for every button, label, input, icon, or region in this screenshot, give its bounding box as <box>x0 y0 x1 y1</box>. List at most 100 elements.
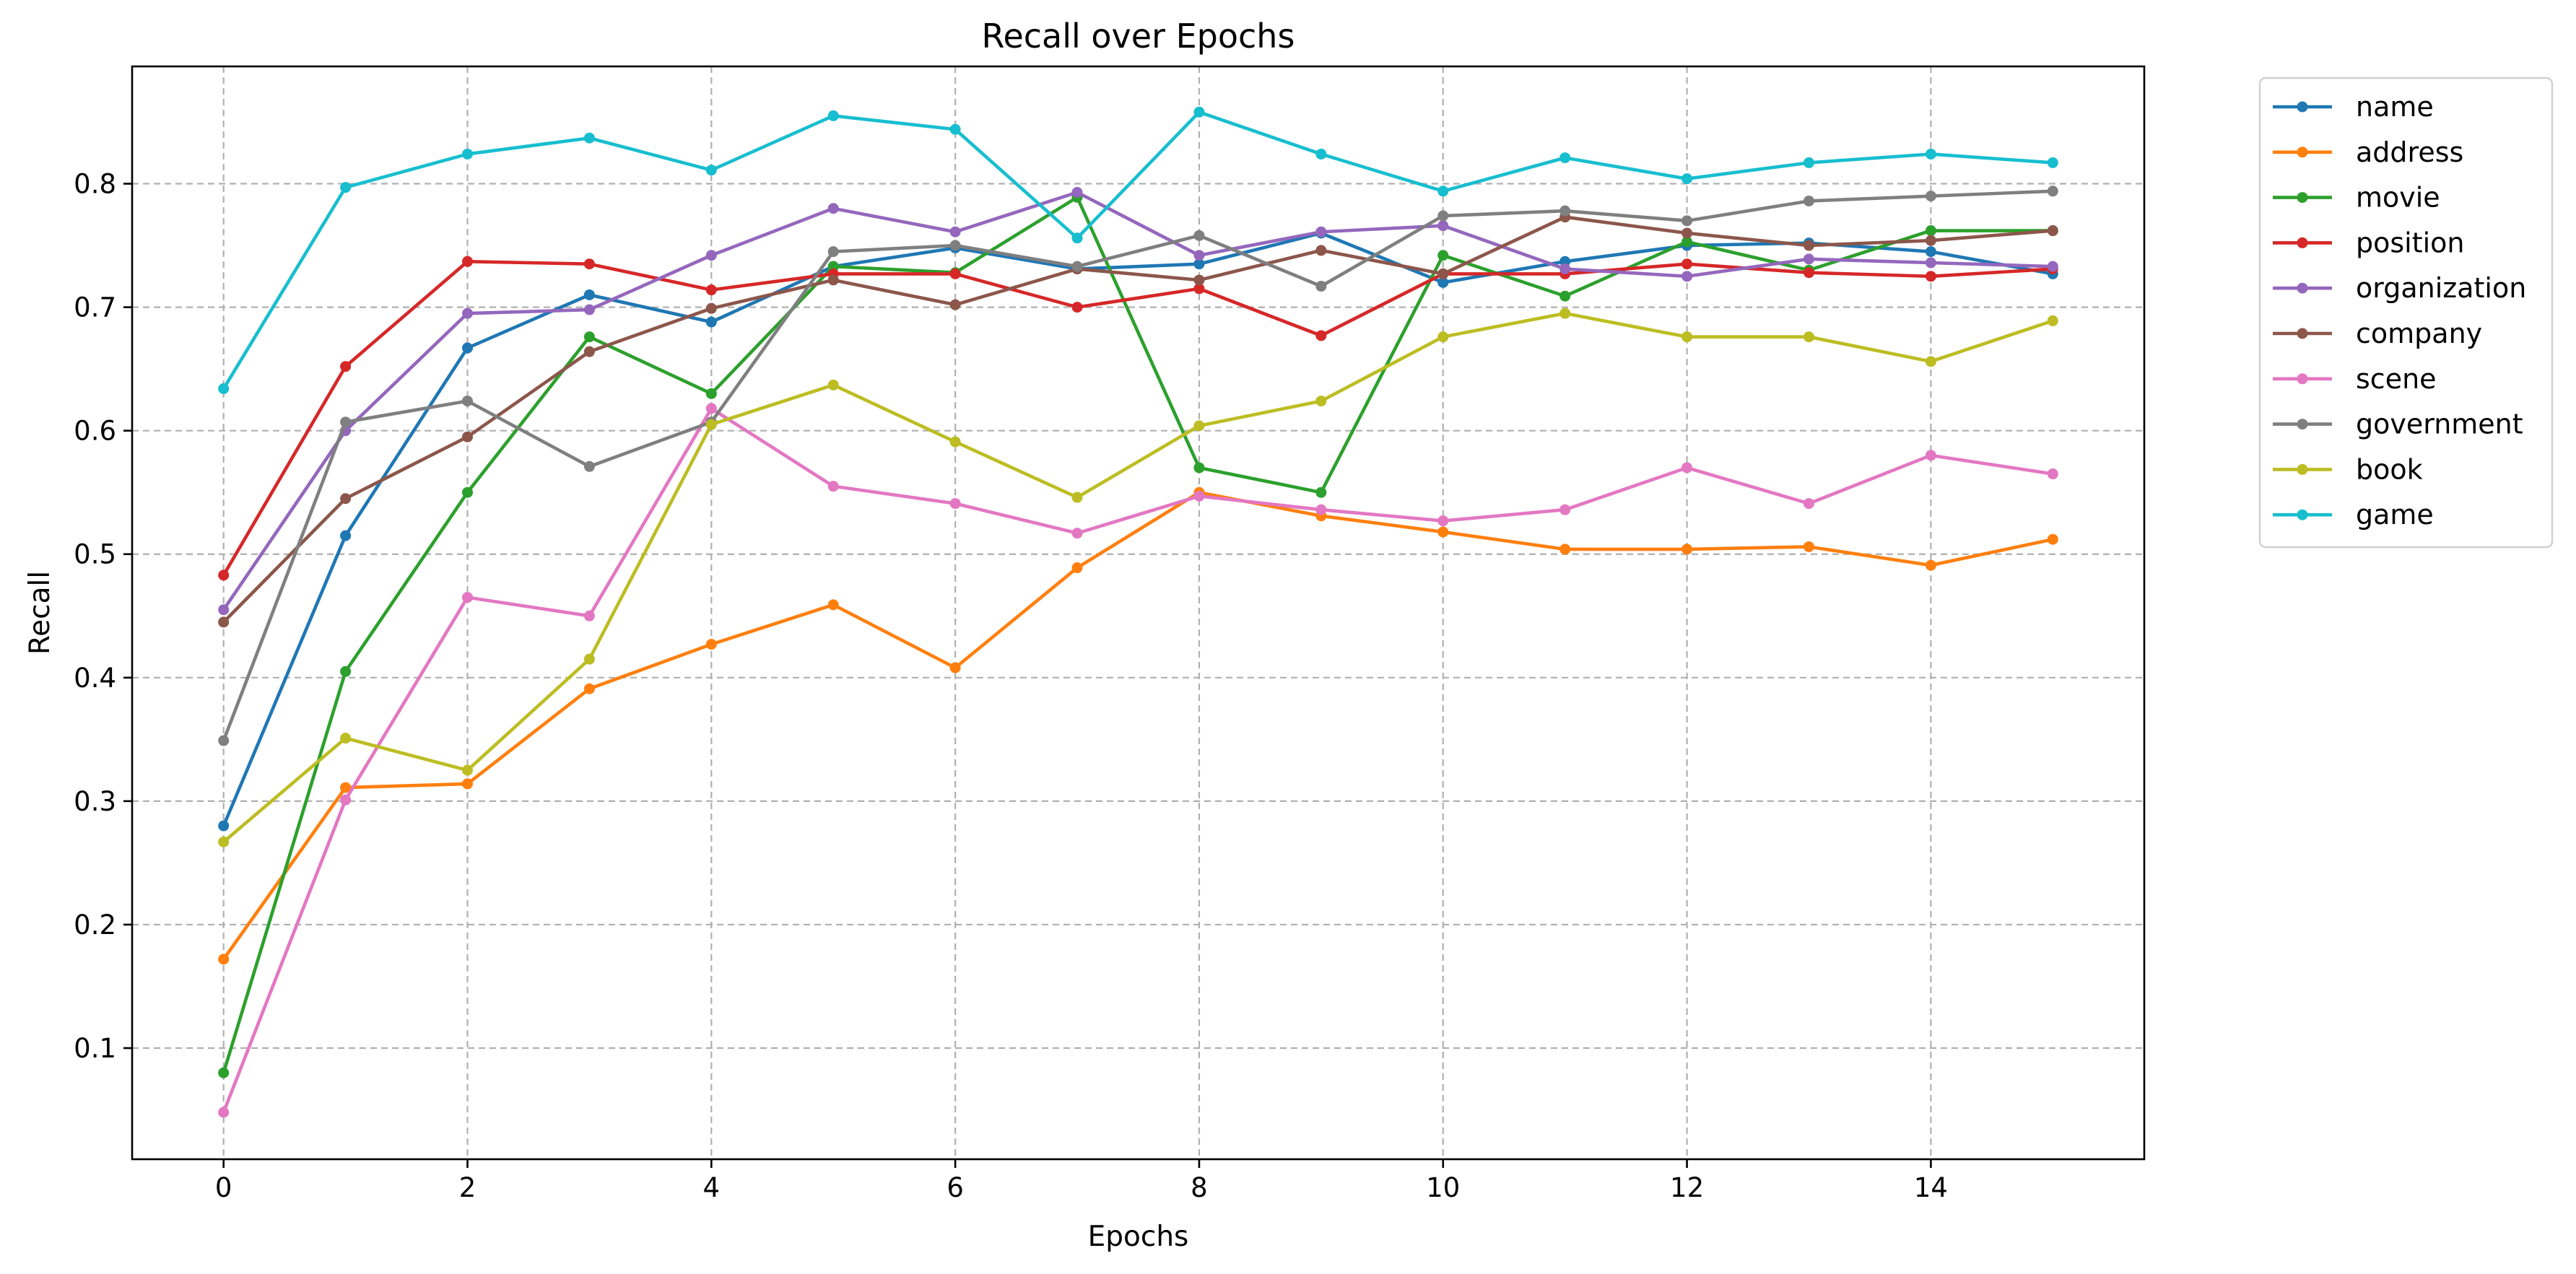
series-game <box>218 106 2058 395</box>
data-point-position <box>1315 330 1327 341</box>
data-point-government <box>583 461 595 472</box>
data-point-scene <box>462 592 473 603</box>
legend-label-book: book <box>2356 453 2423 485</box>
data-point-address <box>462 778 473 790</box>
y-tick-label: 0.5 <box>74 539 116 570</box>
data-point-game <box>218 383 230 395</box>
data-point-game <box>1437 186 1449 197</box>
series-line-government <box>222 189 2055 743</box>
data-point-movie <box>827 261 839 272</box>
series-government <box>218 186 2058 746</box>
data-point-movie <box>340 666 352 677</box>
data-point-scene <box>1803 498 1814 510</box>
data-point-book <box>1193 420 1205 432</box>
data-point-movie <box>1681 236 1693 248</box>
data-point-game <box>583 132 595 144</box>
data-point-game <box>2047 157 2058 168</box>
data-point-game <box>1315 148 1327 160</box>
data-point-name <box>1925 246 1936 258</box>
data-point-address <box>1925 559 1936 571</box>
x-tick-label: 0 <box>215 1172 232 1203</box>
data-point-address <box>949 662 961 673</box>
data-point-scene <box>583 610 595 621</box>
x-tick-label: 10 <box>1426 1172 1460 1203</box>
data-point-organization <box>1925 257 1936 269</box>
legend-item-name: name <box>2273 91 2434 123</box>
legend-item-company: company <box>2273 318 2482 349</box>
data-point-address <box>2047 533 2058 545</box>
data-point-name <box>462 342 473 354</box>
data-point-government <box>1193 230 1205 241</box>
data-point-address <box>1559 544 1571 555</box>
data-point-book <box>2047 315 2058 326</box>
data-point-address <box>705 639 717 650</box>
data-point-book <box>1559 307 1571 319</box>
data-point-game <box>1193 106 1205 118</box>
data-point-book <box>1437 331 1449 343</box>
series-scene <box>218 403 2058 1118</box>
data-point-company <box>949 299 961 310</box>
data-point-position <box>462 256 473 267</box>
legend: name address movie position organization comp… <box>2258 77 2554 549</box>
data-point-game <box>705 165 717 176</box>
data-point-company <box>1193 274 1205 286</box>
data-point-movie <box>1925 225 1936 237</box>
legend-label-organization: organization <box>2356 272 2526 304</box>
data-point-address <box>1437 526 1449 538</box>
legend-label-company: company <box>2356 318 2482 349</box>
legend-marker-address <box>2297 147 2308 158</box>
data-point-book <box>705 419 717 430</box>
data-point-government <box>340 416 352 428</box>
legend-marker-game <box>2297 509 2308 520</box>
data-point-government <box>1681 215 1693 227</box>
y-tick-label: 0.1 <box>74 1033 116 1064</box>
series-line-company <box>222 215 2055 624</box>
data-point-address <box>218 954 230 965</box>
data-point-game <box>1559 152 1571 164</box>
data-point-position <box>1071 302 1083 313</box>
y-axis-ticks: 0.1 0.2 0.3 0.4 0.5 0.6 0.7 0.8 <box>74 169 132 1064</box>
data-point-movie <box>1559 290 1571 302</box>
data-point-name <box>1437 276 1449 288</box>
data-point-position <box>1803 267 1814 279</box>
data-point-book <box>827 379 839 391</box>
series-line-address <box>222 490 2055 961</box>
y-tick-label: 0.6 <box>74 416 116 447</box>
series-book <box>218 307 2058 847</box>
data-point-book <box>340 733 352 744</box>
data-point-scene <box>1559 504 1571 515</box>
data-point-organization <box>949 226 961 237</box>
series-address <box>218 487 2058 965</box>
data-point-game <box>1071 232 1083 244</box>
data-point-position <box>583 258 595 270</box>
legend-marker-scene <box>2297 373 2308 385</box>
data-point-book <box>1803 331 1814 343</box>
data-point-book <box>1315 396 1327 407</box>
data-point-organization <box>1803 253 1814 265</box>
y-axis-label: Recall <box>24 571 56 655</box>
data-point-scene <box>705 403 717 414</box>
data-point-organization <box>2047 261 2058 272</box>
data-point-position <box>218 570 230 581</box>
legend-marker-company <box>2297 328 2308 339</box>
plot-frame <box>131 65 2146 1161</box>
series-layer <box>218 106 2058 1118</box>
data-point-book <box>462 764 473 776</box>
data-point-company <box>1437 268 1449 279</box>
data-point-address <box>1681 544 1693 555</box>
legend-item-book: book <box>2273 453 2423 485</box>
legend-label-game: game <box>2356 499 2434 531</box>
x-tick-label: 12 <box>1670 1172 1704 1203</box>
data-point-game <box>1803 157 1814 168</box>
y-tick-label: 0.2 <box>74 909 116 941</box>
data-point-organization <box>1559 263 1571 275</box>
data-point-address <box>1803 541 1814 552</box>
data-point-organization <box>1193 250 1205 261</box>
legend-marker-organization <box>2297 282 2308 294</box>
data-point-position <box>1925 271 1936 282</box>
data-point-company <box>340 493 352 505</box>
legend-marker-position <box>2297 237 2308 248</box>
data-point-position <box>340 361 352 372</box>
